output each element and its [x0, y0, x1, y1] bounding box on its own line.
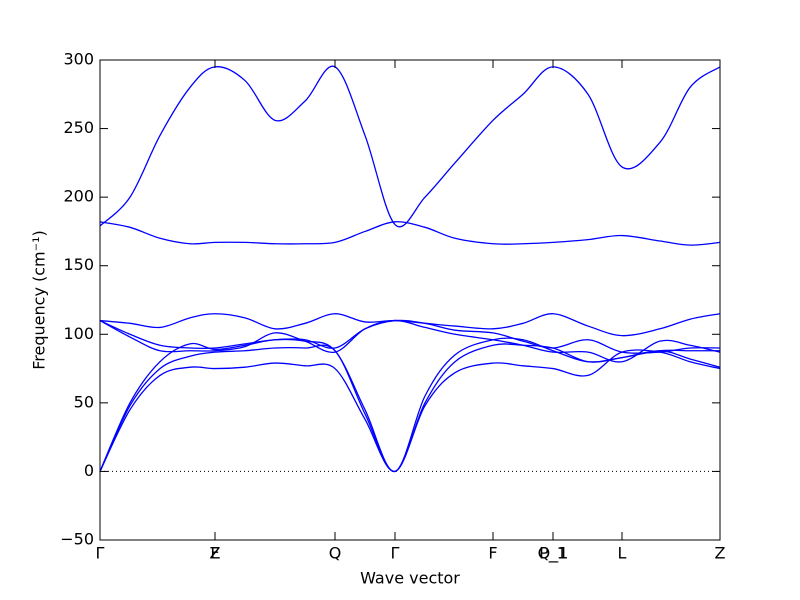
y-tick-label: 100 — [63, 324, 94, 343]
x-tick-label: Q — [329, 544, 342, 563]
x-tick-label: Z — [715, 544, 726, 563]
x-tick-label: P_1 — [539, 544, 567, 564]
y-tick-label: 200 — [63, 187, 94, 206]
x-tick-label: Γ — [96, 544, 105, 563]
plot-frame — [99, 59, 721, 541]
y-axis-label: Frequency (cm⁻¹) — [30, 230, 49, 369]
y-tick-label: 250 — [63, 118, 94, 137]
band-line — [99, 319, 721, 363]
x-axis-label: Wave vector — [360, 569, 460, 588]
x-tick-label: F — [210, 544, 219, 563]
y-tick-label: −50 — [60, 530, 94, 549]
band-line — [99, 349, 721, 473]
band-line — [99, 65, 721, 228]
y-tick-label: 300 — [63, 50, 94, 69]
x-tick-label: Z — [210, 544, 221, 563]
y-tick-label: 150 — [63, 255, 94, 274]
y-tick-label: 50 — [74, 392, 94, 411]
band-line — [99, 221, 721, 246]
x-tick-label: Q_1 — [538, 544, 569, 564]
x-tick-label: F — [488, 544, 497, 563]
x-tick-label: L — [618, 544, 627, 563]
y-tick-label: 0 — [84, 461, 94, 480]
x-tick-label: Γ — [391, 544, 400, 563]
